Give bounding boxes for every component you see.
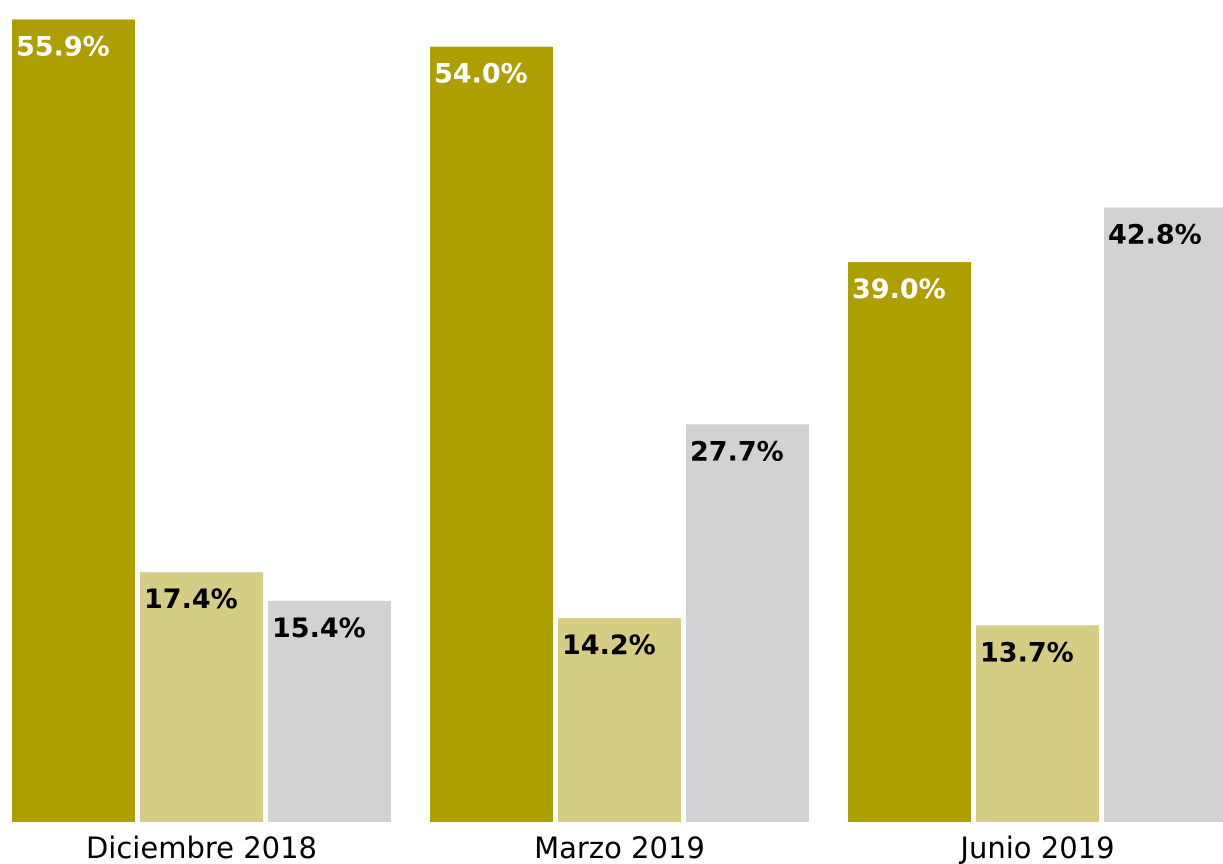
value-label: 55.9% [16, 31, 110, 62]
value-label: 54.0% [434, 59, 528, 90]
value-label: 27.7% [690, 436, 784, 467]
bar [140, 572, 263, 822]
bar [1104, 207, 1223, 822]
bar [976, 625, 1099, 822]
bar [686, 424, 809, 822]
value-label: 14.2% [562, 630, 656, 661]
bar [12, 19, 135, 822]
x-tick-label: Junio 2019 [958, 831, 1114, 864]
bar [558, 618, 681, 822]
value-label: 13.7% [980, 637, 1074, 668]
bar [848, 262, 971, 823]
x-tick-label: Marzo 2019 [534, 831, 705, 864]
bar [430, 46, 553, 822]
value-label: 39.0% [852, 274, 946, 305]
bar [268, 600, 391, 822]
value-label: 15.4% [272, 613, 366, 644]
value-label: 42.8% [1108, 220, 1202, 251]
x-tick-label: Diciembre 2018 [86, 831, 317, 864]
value-label: 17.4% [144, 584, 238, 615]
